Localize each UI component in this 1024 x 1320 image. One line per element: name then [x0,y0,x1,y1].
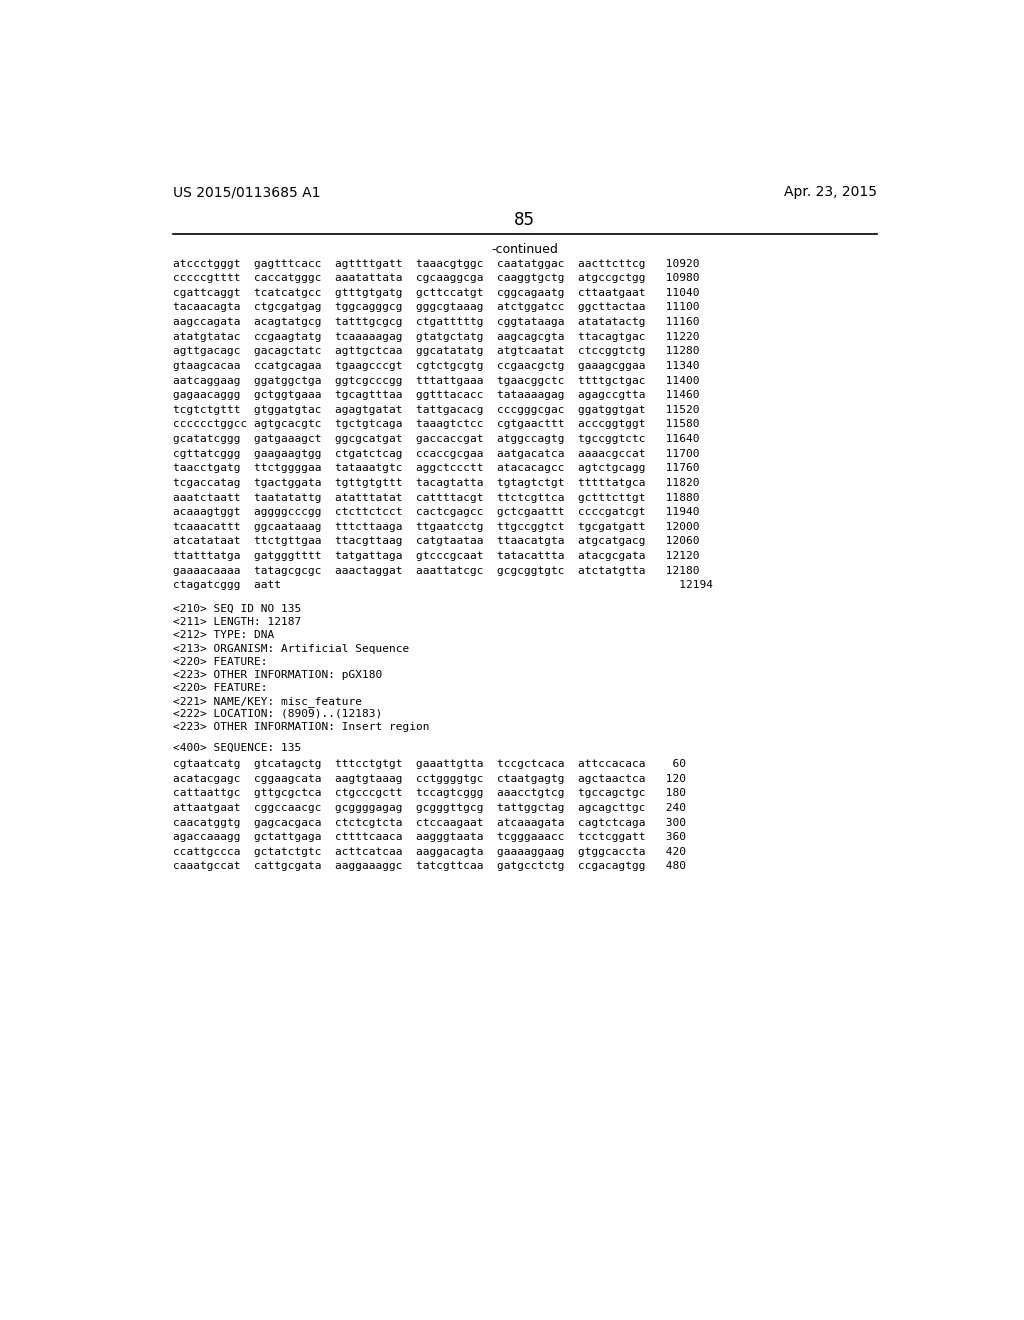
Text: <211> LENGTH: 12187: <211> LENGTH: 12187 [173,618,301,627]
Text: caacatggtg  gagcacgaca  ctctcgtcta  ctccaagaat  atcaaagata  cagtctcaga   300: caacatggtg gagcacgaca ctctcgtcta ctccaag… [173,817,686,828]
Text: agttgacagc  gacagctatc  agttgctcaa  ggcatatatg  atgtcaatat  ctccggtctg   11280: agttgacagc gacagctatc agttgctcaa ggcatat… [173,346,699,356]
Text: tcgaccatag  tgactggata  tgttgtgttt  tacagtatta  tgtagtctgt  tttttatgca   11820: tcgaccatag tgactggata tgttgtgttt tacagta… [173,478,699,488]
Text: cccccctggcc agtgcacgtc  tgctgtcaga  taaagtctcc  cgtgaacttt  acccggtggt   11580: cccccctggcc agtgcacgtc tgctgtcaga taaagt… [173,420,699,429]
Text: agaccaaagg  gctattgaga  cttttcaaca  aagggtaata  tcgggaaacc  tcctcggatt   360: agaccaaagg gctattgaga cttttcaaca aagggta… [173,832,686,842]
Text: gtaagcacaa  ccatgcagaa  tgaagcccgt  cgtctgcgtg  ccgaacgctg  gaaagcggaa   11340: gtaagcacaa ccatgcagaa tgaagcccgt cgtctgc… [173,360,699,371]
Text: gagaacaggg  gctggtgaaa  tgcagtttaa  ggtttacacc  tataaaagag  agagccgtta   11460: gagaacaggg gctggtgaaa tgcagtttaa ggtttac… [173,391,699,400]
Text: gaaaacaaaa  tatagcgcgc  aaactaggat  aaattatcgc  gcgcggtgtc  atctatgtta   12180: gaaaacaaaa tatagcgcgc aaactaggat aaattat… [173,566,699,576]
Text: ttatttatga  gatgggtttt  tatgattaga  gtcccgcaat  tatacattta  atacgcgata   12120: ttatttatga gatgggtttt tatgattaga gtcccgc… [173,552,699,561]
Text: <220> FEATURE:: <220> FEATURE: [173,656,267,667]
Text: Apr. 23, 2015: Apr. 23, 2015 [783,185,877,199]
Text: atcatataat  ttctgttgaa  ttacgttaag  catgtaataa  ttaacatgta  atgcatgacg   12060: atcatataat ttctgttgaa ttacgttaag catgtaa… [173,536,699,546]
Text: <210> SEQ ID NO 135: <210> SEQ ID NO 135 [173,605,301,614]
Text: aagccagata  acagtatgcg  tatttgcgcg  ctgatttttg  cggtataaga  atatatactg   11160: aagccagata acagtatgcg tatttgcgcg ctgattt… [173,317,699,327]
Text: taacctgatg  ttctggggaa  tataaatgtc  aggctccctt  atacacagcc  agtctgcagg   11760: taacctgatg ttctggggaa tataaatgtc aggctcc… [173,463,699,474]
Text: caaatgccat  cattgcgata  aaggaaaggc  tatcgttcaa  gatgcctctg  ccgacagtgg   480: caaatgccat cattgcgata aaggaaaggc tatcgtt… [173,862,686,871]
Text: <222> LOCATION: (8909)..(12183): <222> LOCATION: (8909)..(12183) [173,709,382,719]
Text: cgtaatcatg  gtcatagctg  tttcctgtgt  gaaattgtta  tccgctcaca  attccacaca    60: cgtaatcatg gtcatagctg tttcctgtgt gaaattg… [173,759,686,770]
Text: <213> ORGANISM: Artificial Sequence: <213> ORGANISM: Artificial Sequence [173,644,410,653]
Text: aatcaggaag  ggatggctga  ggtcgcccgg  tttattgaaa  tgaacggctc  ttttgctgac   11400: aatcaggaag ggatggctga ggtcgcccgg tttattg… [173,376,699,385]
Text: cattaattgc  gttgcgctca  ctgcccgctt  tccagtcggg  aaacctgtcg  tgccagctgc   180: cattaattgc gttgcgctca ctgcccgctt tccagtc… [173,788,686,799]
Text: -continued: -continued [492,243,558,256]
Text: <400> SEQUENCE: 135: <400> SEQUENCE: 135 [173,743,301,752]
Text: attaatgaat  cggccaacgc  gcggggagag  gcgggttgcg  tattggctag  agcagcttgc   240: attaatgaat cggccaacgc gcggggagag gcgggtt… [173,803,686,813]
Text: ccattgccca  gctatctgtc  acttcatcaa  aaggacagta  gaaaaggaag  gtggcaccta   420: ccattgccca gctatctgtc acttcatcaa aaggaca… [173,847,686,857]
Text: cgattcaggt  tcatcatgcc  gtttgtgatg  gcttccatgt  cggcagaatg  cttaatgaat   11040: cgattcaggt tcatcatgcc gtttgtgatg gcttcca… [173,288,699,298]
Text: atatgtatac  ccgaagtatg  tcaaaaagag  gtatgctatg  aagcagcgta  ttacagtgac   11220: atatgtatac ccgaagtatg tcaaaaagag gtatgct… [173,331,699,342]
Text: cgttatcggg  gaagaagtgg  ctgatctcag  ccaccgcgaa  aatgacatca  aaaacgccat   11700: cgttatcggg gaagaagtgg ctgatctcag ccaccgc… [173,449,699,458]
Text: acatacgagc  cggaagcata  aagtgtaaag  cctggggtgc  ctaatgagtg  agctaactca   120: acatacgagc cggaagcata aagtgtaaag cctgggg… [173,774,686,784]
Text: <223> OTHER INFORMATION: pGX180: <223> OTHER INFORMATION: pGX180 [173,669,382,680]
Text: <212> TYPE: DNA: <212> TYPE: DNA [173,631,274,640]
Text: cccccgtttt  caccatgggc  aaatattata  cgcaaggcga  caaggtgctg  atgccgctgg   10980: cccccgtttt caccatgggc aaatattata cgcaagg… [173,273,699,282]
Text: US 2015/0113685 A1: US 2015/0113685 A1 [173,185,321,199]
Text: aaatctaatt  taatatattg  atatttatat  cattttacgt  ttctcgttca  gctttcttgt   11880: aaatctaatt taatatattg atatttatat catttta… [173,492,699,503]
Text: ctagatcggg  aatt                                                           12194: ctagatcggg aatt 12194 [173,581,713,590]
Text: 85: 85 [514,211,536,228]
Text: <220> FEATURE:: <220> FEATURE: [173,682,267,693]
Text: gcatatcggg  gatgaaagct  ggcgcatgat  gaccaccgat  atggccagtg  tgccggtctc   11640: gcatatcggg gatgaaagct ggcgcatgat gaccacc… [173,434,699,444]
Text: tcaaacattt  ggcaataaag  tttcttaaga  ttgaatcctg  ttgccggtct  tgcgatgatt   12000: tcaaacattt ggcaataaag tttcttaaga ttgaatc… [173,521,699,532]
Text: tcgtctgttt  gtggatgtac  agagtgatat  tattgacacg  cccgggcgac  ggatggtgat   11520: tcgtctgttt gtggatgtac agagtgatat tattgac… [173,405,699,414]
Text: tacaacagta  ctgcgatgag  tggcagggcg  gggcgtaaag  atctggatcc  ggcttactaa   11100: tacaacagta ctgcgatgag tggcagggcg gggcgta… [173,302,699,313]
Text: atccctgggt  gagtttcacc  agttttgatt  taaacgtggc  caatatggac  aacttcttcg   10920: atccctgggt gagtttcacc agttttgatt taaacgt… [173,259,699,268]
Text: <223> OTHER INFORMATION: Insert region: <223> OTHER INFORMATION: Insert region [173,722,429,733]
Text: <221> NAME/KEY: misc_feature: <221> NAME/KEY: misc_feature [173,696,361,706]
Text: acaaagtggt  aggggcccgg  ctcttctcct  cactcgagcc  gctcgaattt  ccccgatcgt   11940: acaaagtggt aggggcccgg ctcttctcct cactcga… [173,507,699,517]
